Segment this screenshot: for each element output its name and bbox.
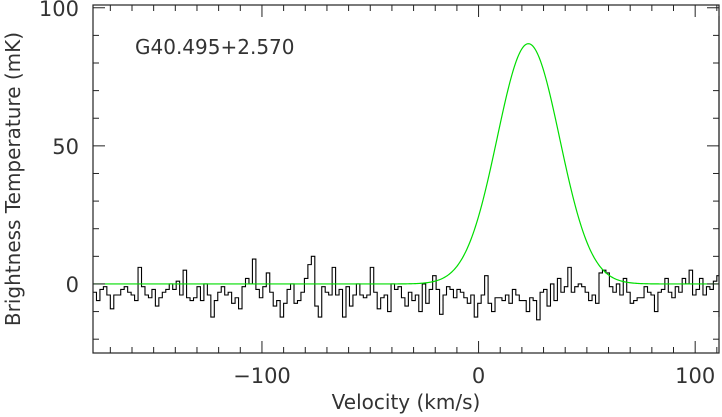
ticks-layer (93, 5, 719, 353)
source-annotation: G40.495+2.570 (135, 35, 295, 59)
gaussian-fit-line (93, 43, 719, 285)
y-tick-label: 50 (52, 135, 79, 159)
y-tick-label: 0 (66, 273, 79, 297)
plot-frame (92, 4, 720, 354)
x-tick-label: 100 (675, 364, 715, 388)
x-axis-label: Velocity (km/s) (332, 390, 481, 414)
y-axis-label: Brightness Temperature (mK) (1, 32, 25, 326)
x-tick-label: −100 (233, 364, 291, 388)
fit-layer (93, 43, 719, 285)
spectrum-line (93, 16, 720, 321)
spectrum-layer (93, 16, 720, 321)
y-tick-label: 100 (39, 0, 79, 21)
x-tick-label: 0 (472, 364, 485, 388)
